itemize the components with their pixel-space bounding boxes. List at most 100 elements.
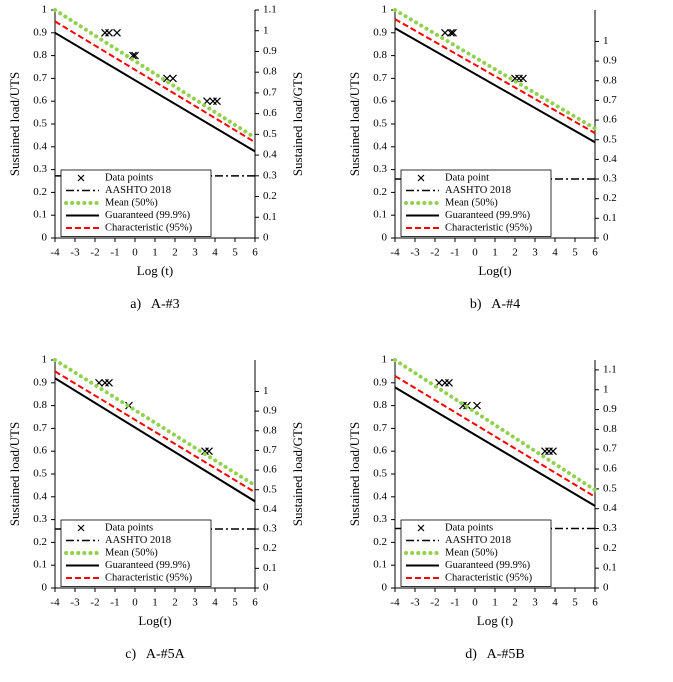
x-tick-label: 5 — [232, 247, 238, 259]
y-tick-label: 0.9 — [373, 26, 387, 38]
y-tick-label: 0.6 — [33, 445, 47, 457]
legend-label: AASHTO 2018 — [445, 185, 511, 196]
y-tick-label: 0.1 — [373, 559, 387, 571]
x-tick-label: 5 — [232, 597, 238, 609]
y-tick-label: 0.4 — [373, 140, 387, 152]
data-point — [113, 28, 121, 37]
x-tick-label: 6 — [252, 247, 258, 259]
y2-tick-label: 0.5 — [603, 133, 617, 145]
y-tick-label: 0.7 — [33, 422, 47, 434]
y-tick-label: 0.3 — [373, 163, 387, 175]
x-axis-title: Log (t) — [477, 613, 513, 628]
y2-tick-label: 0.9 — [603, 403, 617, 415]
y-tick-label: 0.8 — [373, 49, 387, 61]
y2-axis-title: Sustained load/GTS — [290, 72, 305, 176]
x-tick-label: 5 — [572, 247, 578, 259]
y-tick-label: 0.3 — [373, 513, 387, 525]
y-tick-label: 0.4 — [373, 490, 387, 502]
legend-label: Data points — [105, 522, 153, 533]
y-tick-label: 0.4 — [33, 140, 47, 152]
y2-tick-label: 0 — [603, 582, 609, 594]
x-tick-label: 3 — [532, 247, 538, 259]
y-tick-label: 0.2 — [33, 536, 47, 548]
x-tick-label: -1 — [450, 247, 459, 259]
legend-label: Characteristic (95%) — [105, 222, 193, 233]
legend-marker — [77, 524, 85, 532]
y-tick-label: 0.3 — [33, 163, 47, 175]
x-tick-label: -3 — [70, 247, 80, 259]
series-line — [393, 8, 597, 131]
x-tick-label: 0 — [472, 247, 478, 259]
y2-axis-title: Sustained load/GTS — [290, 422, 305, 526]
y2-tick-label: 1.1 — [263, 4, 277, 16]
y2-tick-label: 0.4 — [603, 153, 617, 165]
series-line — [393, 358, 597, 492]
legend-label: Mean (50%) — [105, 197, 158, 208]
y2-tick-label: 0.2 — [603, 192, 617, 204]
series-line — [394, 27, 596, 144]
x-tick-label: 0 — [132, 247, 138, 259]
y-tick-label: 1 — [382, 354, 388, 366]
y-axis-title: Sustained load/UTS — [347, 422, 362, 526]
y-axis-title: Sustained load/UTS — [7, 72, 22, 176]
data-point — [101, 28, 109, 37]
data-point — [105, 378, 113, 387]
y2-tick-label: 0.2 — [263, 190, 277, 202]
x-tick-label: 2 — [512, 247, 518, 259]
x-tick-label: -3 — [410, 247, 420, 259]
x-tick-label: -3 — [70, 597, 80, 609]
y-tick-label: 0.5 — [33, 468, 47, 480]
y-tick-label: 0.8 — [373, 399, 387, 411]
y2-tick-label: 0.5 — [603, 482, 617, 494]
y-tick-label: 0.7 — [33, 72, 47, 84]
y2-tick-label: 0.5 — [263, 483, 277, 495]
caption: a) A-#3 — [130, 297, 179, 312]
x-tick-label: -2 — [90, 247, 99, 259]
x-tick-label: -4 — [390, 247, 400, 259]
y-tick-label: 1 — [382, 4, 388, 16]
x-tick-label: -1 — [110, 597, 119, 609]
y2-tick-label: 0.1 — [263, 211, 277, 223]
y2-tick-label: 1 — [603, 383, 609, 395]
x-tick-label: -2 — [430, 247, 439, 259]
data-point — [169, 74, 177, 83]
series-line — [54, 20, 256, 144]
y2-tick-label: 0.4 — [603, 502, 617, 514]
panel: 0 0.1 0.2 0.3 0.4 0.5 0.6 0.7 0.8 0.9 1 0 0.1 0.2 0.3 0… — [347, 354, 617, 663]
data-point — [447, 28, 455, 37]
series-line — [394, 386, 596, 507]
caption: d) A-#5B — [465, 647, 525, 662]
y-tick-label: 1 — [42, 354, 48, 366]
y-tick-label: 0.7 — [373, 422, 387, 434]
x-axis-title: Log(t) — [138, 613, 171, 628]
y-tick-label: 0.1 — [373, 209, 387, 221]
x-tick-label: 3 — [192, 247, 198, 259]
y-tick-label: 0.8 — [33, 49, 47, 61]
x-tick-label: 4 — [212, 597, 218, 609]
y-tick-label: 0.6 — [373, 95, 387, 107]
y-tick-label: 0.9 — [373, 376, 387, 388]
x-axis-title: Log (t) — [137, 263, 173, 278]
legend-marker — [77, 174, 85, 182]
y2-tick-label: 1 — [263, 24, 269, 36]
y2-tick-label: 0.9 — [603, 55, 617, 67]
x-tick-label: 4 — [552, 597, 558, 609]
x-tick-label: -3 — [410, 597, 420, 609]
legend-label: Characteristic (95%) — [445, 222, 533, 233]
y-tick-label: 0.2 — [33, 186, 47, 198]
legend-label: Guaranteed (99.9%) — [105, 560, 191, 571]
y2-tick-label: 0.1 — [603, 212, 617, 224]
x-tick-label: -4 — [50, 597, 60, 609]
data-point — [213, 97, 221, 106]
y-tick-label: 0 — [382, 232, 388, 244]
y-tick-label: 1 — [42, 4, 48, 16]
x-tick-label: -4 — [50, 247, 60, 259]
y2-tick-label: 0.8 — [603, 423, 617, 435]
series-line — [394, 18, 596, 134]
data-point — [209, 97, 217, 106]
y2-tick-label: 0 — [603, 232, 609, 244]
y-tick-label: 0.5 — [373, 468, 387, 480]
x-tick-label: 0 — [472, 597, 478, 609]
x-tick-label: 1 — [152, 597, 158, 609]
